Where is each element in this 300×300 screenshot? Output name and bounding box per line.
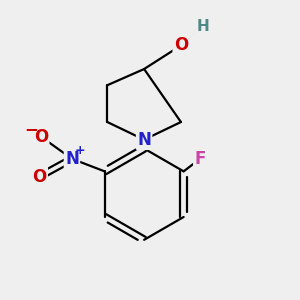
Text: N: N <box>65 150 79 168</box>
Text: +: + <box>75 144 85 158</box>
Text: N: N <box>137 131 151 149</box>
Text: H: H <box>196 19 209 34</box>
Text: O: O <box>34 128 48 146</box>
Text: O: O <box>32 167 47 185</box>
Text: O: O <box>174 37 188 55</box>
Text: F: F <box>194 150 206 168</box>
Text: −: − <box>25 120 39 138</box>
